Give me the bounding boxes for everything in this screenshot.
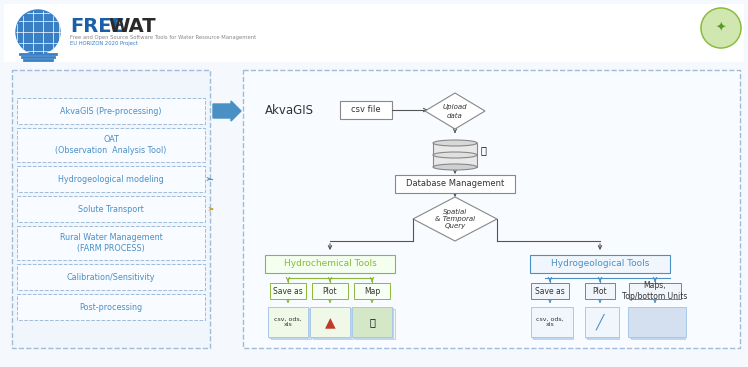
- Text: AkvaGIS: AkvaGIS: [265, 105, 314, 117]
- FancyBboxPatch shape: [531, 307, 573, 337]
- Text: Rural Water Management
(FARM PROCESS): Rural Water Management (FARM PROCESS): [60, 233, 162, 253]
- Text: 🗺: 🗺: [369, 317, 375, 327]
- FancyBboxPatch shape: [355, 309, 395, 339]
- Text: & Temporal: & Temporal: [435, 216, 475, 222]
- Text: Query: Query: [444, 223, 465, 229]
- Text: Plot: Plot: [322, 287, 337, 295]
- FancyBboxPatch shape: [17, 128, 205, 162]
- FancyBboxPatch shape: [270, 283, 306, 299]
- FancyBboxPatch shape: [585, 307, 619, 337]
- Text: ╱: ╱: [596, 314, 604, 330]
- FancyBboxPatch shape: [12, 70, 210, 348]
- Text: ✦: ✦: [716, 22, 726, 34]
- Text: Spatial: Spatial: [443, 209, 467, 215]
- FancyBboxPatch shape: [269, 308, 309, 338]
- Polygon shape: [413, 197, 497, 241]
- Text: EU HORIZON 2020 Project: EU HORIZON 2020 Project: [70, 41, 138, 47]
- Ellipse shape: [433, 140, 477, 146]
- Ellipse shape: [433, 164, 477, 170]
- Text: Hydrogeological Tools: Hydrogeological Tools: [551, 259, 649, 269]
- FancyBboxPatch shape: [17, 294, 205, 320]
- FancyBboxPatch shape: [586, 308, 618, 338]
- FancyBboxPatch shape: [354, 283, 390, 299]
- FancyBboxPatch shape: [531, 283, 569, 299]
- FancyBboxPatch shape: [352, 307, 392, 337]
- Ellipse shape: [433, 152, 477, 158]
- FancyBboxPatch shape: [629, 283, 681, 299]
- FancyBboxPatch shape: [4, 4, 744, 62]
- Text: Save as: Save as: [273, 287, 303, 295]
- FancyBboxPatch shape: [630, 308, 684, 338]
- FancyBboxPatch shape: [17, 264, 205, 290]
- Text: data: data: [447, 113, 463, 119]
- Text: AkvaGIS (Pre-processing): AkvaGIS (Pre-processing): [61, 106, 162, 116]
- Text: OAT
(Observation  Analysis Tool): OAT (Observation Analysis Tool): [55, 135, 167, 155]
- FancyBboxPatch shape: [340, 101, 392, 119]
- Text: Solute Transport: Solute Transport: [78, 204, 144, 214]
- FancyBboxPatch shape: [631, 309, 685, 339]
- FancyBboxPatch shape: [433, 143, 477, 167]
- FancyBboxPatch shape: [533, 309, 573, 339]
- Text: csv file: csv file: [352, 105, 381, 115]
- FancyBboxPatch shape: [17, 166, 205, 192]
- Text: Maps,
Top/bottom Units: Maps, Top/bottom Units: [622, 281, 687, 301]
- Text: WAT: WAT: [108, 17, 156, 36]
- FancyBboxPatch shape: [629, 307, 685, 337]
- Text: Plot: Plot: [592, 287, 607, 295]
- FancyBboxPatch shape: [310, 307, 350, 337]
- FancyBboxPatch shape: [352, 307, 392, 337]
- Text: csv, ods,
xls: csv, ods, xls: [275, 317, 301, 327]
- Circle shape: [701, 8, 741, 48]
- FancyBboxPatch shape: [17, 196, 205, 222]
- FancyBboxPatch shape: [587, 309, 619, 339]
- Text: Map: Map: [364, 287, 380, 295]
- Text: csv, ods,
xls: csv, ods, xls: [536, 317, 564, 327]
- Text: ▲: ▲: [325, 315, 335, 329]
- FancyBboxPatch shape: [313, 309, 353, 339]
- Text: Database Management: Database Management: [406, 179, 504, 189]
- FancyBboxPatch shape: [628, 307, 686, 337]
- FancyBboxPatch shape: [532, 308, 572, 338]
- FancyBboxPatch shape: [395, 175, 515, 193]
- Text: Calibration/Sensitivity: Calibration/Sensitivity: [67, 273, 156, 281]
- FancyBboxPatch shape: [530, 255, 670, 273]
- Text: Hydrogeological modeling: Hydrogeological modeling: [58, 174, 164, 184]
- FancyBboxPatch shape: [353, 308, 393, 338]
- FancyBboxPatch shape: [243, 70, 740, 348]
- Polygon shape: [425, 93, 485, 129]
- Text: Save as: Save as: [535, 287, 565, 295]
- FancyBboxPatch shape: [311, 308, 351, 338]
- Text: Hydrochemical Tools: Hydrochemical Tools: [283, 259, 376, 269]
- Text: Free and Open Source Software Tools for Water Resource Management: Free and Open Source Software Tools for …: [70, 36, 257, 40]
- FancyBboxPatch shape: [265, 255, 395, 273]
- Text: 🐦: 🐦: [480, 145, 486, 155]
- FancyBboxPatch shape: [17, 98, 205, 124]
- Text: Upload: Upload: [443, 104, 468, 110]
- Text: FREE: FREE: [70, 17, 125, 36]
- Text: Post-processing: Post-processing: [79, 302, 143, 312]
- FancyBboxPatch shape: [312, 283, 348, 299]
- FancyBboxPatch shape: [268, 307, 308, 337]
- Circle shape: [16, 10, 60, 54]
- FancyArrow shape: [213, 101, 241, 121]
- FancyBboxPatch shape: [17, 226, 205, 260]
- FancyBboxPatch shape: [271, 309, 311, 339]
- FancyBboxPatch shape: [585, 283, 615, 299]
